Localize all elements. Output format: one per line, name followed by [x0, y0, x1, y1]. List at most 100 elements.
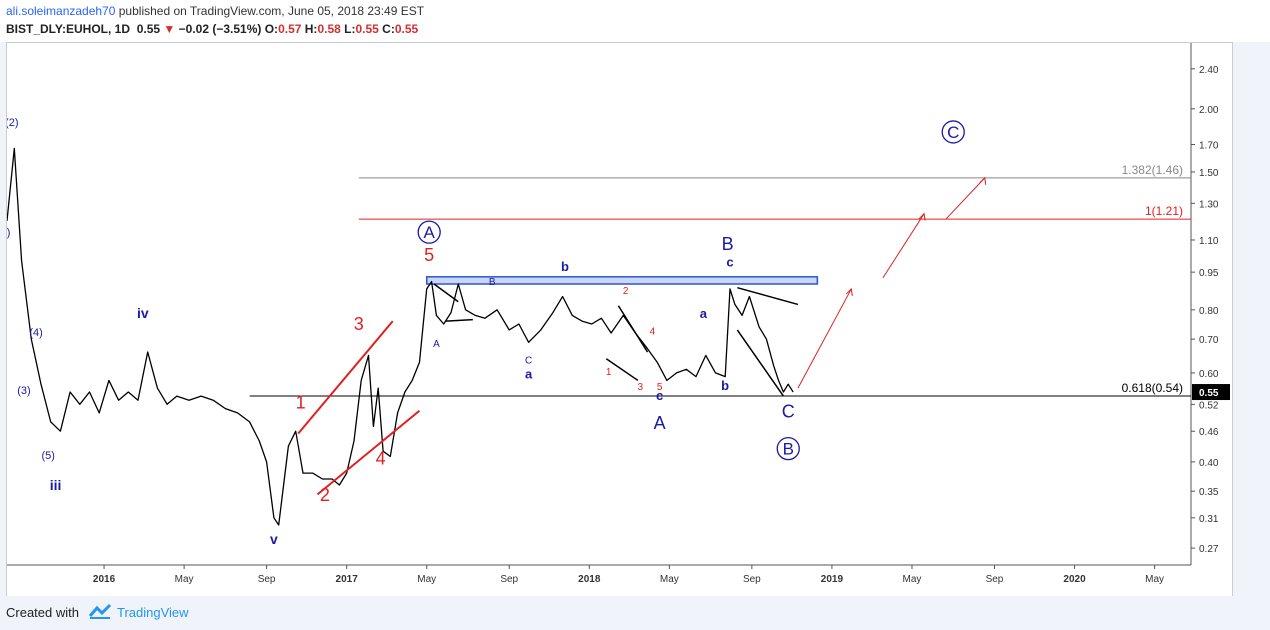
triangle-line [446, 318, 473, 322]
wave-label: 5 [424, 245, 434, 265]
price-chart[interactable]: 2.40 2.00 1.70 1.50 1.30 1.10 0.95 0.80 0.70 0.60… [7, 43, 1232, 596]
wave-circle [417, 220, 441, 244]
time-tick-label: Sep [500, 574, 518, 585]
down-arrow-icon: ▼ [163, 22, 176, 36]
level-label: 0.618(0.54) [1122, 381, 1183, 395]
price-tick-label: 0.46 [1199, 427, 1219, 438]
time-tick-label: Sep [258, 574, 276, 585]
wave-label: 1 [606, 367, 612, 378]
triangle-line [433, 283, 459, 303]
price-tick-label: 0.70 [1199, 335, 1219, 346]
time-tick-label: May [175, 574, 194, 585]
forecast-arrowhead [979, 176, 987, 185]
price-tick-label: 0.80 [1199, 306, 1219, 317]
time-tick-label: May [903, 574, 922, 585]
price-tick-label: 0.31 [1199, 514, 1219, 525]
wave-label: 5 [657, 382, 663, 393]
channel-line-lower [316, 409, 421, 496]
wave-label: 2 [623, 286, 629, 297]
wave-label: C [525, 355, 532, 366]
wave-label: I) [7, 227, 10, 239]
chart-area[interactable]: 2.40 2.00 1.70 1.50 1.30 1.10 0.95 0.80 0.70 0.60… [6, 42, 1233, 597]
close-label: C: [382, 22, 395, 36]
author-link[interactable]: ali.soleimanzadeh70 [6, 4, 116, 18]
price-change: −0.02 (−3.51%) [178, 22, 262, 36]
tradingview-brand[interactable]: TradingView [117, 605, 189, 620]
level-label: 1(1.21) [1145, 204, 1183, 218]
wave-label: (2) [7, 117, 19, 129]
circled-wave-label: A [423, 223, 435, 242]
chart-header: ali.soleimanzadeh70 published on Trading… [0, 0, 1270, 42]
wave-label: iii [50, 477, 62, 493]
time-tick-label: 2020 [1063, 574, 1086, 585]
wave-label: (4) [29, 327, 42, 339]
time-tick-label: 2016 [93, 574, 116, 585]
forecast-arrowhead [918, 212, 926, 221]
time-tick-label: 2018 [578, 574, 601, 585]
high-label: H: [304, 22, 318, 36]
time-tick-label: Sep [743, 574, 761, 585]
wave-circle [776, 436, 800, 461]
wave-label: 1 [296, 393, 306, 413]
circled-wave-label: B [783, 440, 794, 459]
low-label: L: [344, 22, 356, 36]
wave-label: (3) [17, 385, 30, 397]
price-tick-label: 0.40 [1199, 458, 1219, 469]
time-tick-label: Sep [986, 574, 1004, 585]
resistance-zone [425, 276, 819, 285]
open-value: 0.57 [278, 22, 302, 36]
wave-label: a [525, 367, 533, 382]
wave-label: (5) [42, 450, 55, 462]
wedge-line [605, 358, 639, 382]
wave-circle [941, 120, 965, 144]
wave-label: 3 [637, 382, 643, 393]
symbol-name: BIST_DLY:EUHOL, 1D [6, 22, 131, 36]
wave-label: 3 [354, 314, 364, 334]
symbol-info: BIST_DLY:EUHOL, 1D 0.55 ▼ −0.02 (−3.51%)… [6, 22, 418, 36]
wave-label: A [654, 413, 666, 433]
time-tick-label: May [1145, 574, 1164, 585]
high-value: 0.58 [317, 22, 341, 36]
price-tick-label: 0.60 [1199, 369, 1219, 380]
publish-text: published on TradingView.com, June 05, 2… [118, 4, 425, 18]
publish-info: ali.soleimanzadeh70 published on Trading… [6, 4, 424, 18]
time-tick-label: May [417, 574, 436, 585]
wedge-line [617, 305, 649, 353]
wave-label: c [656, 388, 663, 403]
close-value: 0.55 [394, 22, 419, 36]
forecast-line [882, 213, 925, 279]
time-tick-label: May [660, 574, 679, 585]
forecast-line [797, 288, 852, 389]
wave-label: b [561, 259, 569, 274]
level-label: 1.382(1.46) [1122, 163, 1183, 177]
wave-label: 4 [376, 449, 386, 469]
last-price: 0.55 [136, 22, 161, 36]
last-price-tag-label: 0.55 [1199, 388, 1219, 399]
price-tick-label: 0.27 [1199, 544, 1219, 555]
wave-label: A [433, 339, 440, 350]
time-tick-label: 2019 [821, 574, 844, 585]
footer: Created with TradingView [0, 596, 1270, 630]
wave-label: C [782, 401, 795, 421]
price-tick-label: 1.50 [1199, 168, 1219, 179]
wave-label: iv [137, 305, 149, 321]
price-tick-label: 0.95 [1199, 268, 1219, 279]
forecast-line [945, 177, 986, 220]
wave-label: B [489, 277, 496, 288]
forecast-arrowhead [845, 287, 853, 297]
price-tick-label: 2.40 [1199, 65, 1219, 76]
price-line [7, 147, 794, 526]
time-tick-label: 2017 [336, 574, 359, 585]
wave-label: c [726, 254, 733, 269]
channel-line-upper [297, 320, 394, 435]
price-tick-label: 1.30 [1199, 199, 1219, 210]
price-tick-label: 1.10 [1199, 236, 1219, 247]
price-tick-label: 2.00 [1199, 105, 1219, 116]
wave-label: B [722, 234, 734, 254]
tradingview-logo-icon [88, 603, 112, 619]
wave-label: 2 [320, 485, 330, 505]
channel-line [737, 286, 799, 306]
channel-line [736, 329, 785, 397]
circled-wave-label: C [947, 123, 959, 142]
created-with-text: Created with [6, 605, 79, 620]
